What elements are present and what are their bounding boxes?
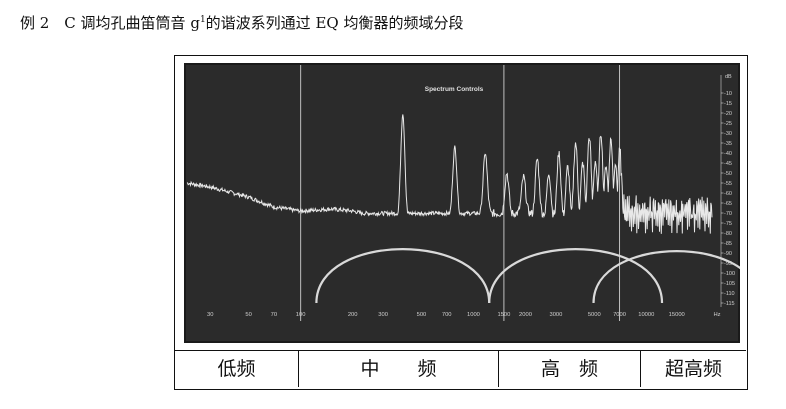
- y-tick-label--105: -105: [724, 281, 735, 287]
- spectrum-figure: 30 50 70 100 200 300 500 700 1000 1500 2000 3000 500…: [174, 55, 748, 390]
- band-label-ultra-high: 超高频: [640, 351, 746, 387]
- band-label-high: 高 频: [498, 351, 640, 387]
- y-tick-label--60: -60: [724, 191, 732, 197]
- x-tick-label-700: 700: [442, 312, 452, 318]
- x-tick-label-100: 100: [296, 312, 306, 318]
- x-tick-label-1000: 1000: [467, 312, 480, 318]
- y-tick-label--50: -50: [724, 171, 732, 177]
- x-tick-label-2000: 2000: [519, 312, 532, 318]
- y-tick-label--30: -30: [724, 131, 732, 137]
- y-tick-label--20: -20: [724, 111, 732, 117]
- eq-curve-1: [488, 248, 664, 304]
- caption-superscript: 1: [199, 15, 206, 25]
- eq-curve-0: [315, 248, 491, 304]
- y-tick-label--15: -15: [724, 101, 732, 107]
- x-tick-label-3000: 3000: [549, 312, 562, 318]
- y-tick-label--80: -80: [724, 231, 732, 237]
- x-tick-label-15000: 15000: [669, 312, 685, 318]
- y-tick-label--40: -40: [724, 151, 732, 157]
- y-tick-label--10: -10: [724, 91, 732, 97]
- spectrum-trace: [186, 114, 713, 234]
- x-tick-label-30: 30: [207, 312, 213, 318]
- x-axis-unit-label: Hz: [713, 312, 720, 318]
- band-label-row: 低频 中 频 高 频 超高频: [175, 350, 746, 388]
- x-tick-label-300: 300: [378, 312, 388, 318]
- spectrum-chart: 30 50 70 100 200 300 500 700 1000 1500 2000 3000 500…: [184, 63, 740, 343]
- y-tick-label--95: -95: [724, 261, 732, 267]
- y-tick-label--75: -75: [724, 221, 732, 227]
- y-tick-label--70: -70: [724, 211, 732, 217]
- chart-title: Spectrum Controls: [425, 86, 484, 93]
- y-tick-label--85: -85: [724, 241, 732, 247]
- x-tick-label-10000: 10000: [638, 312, 654, 318]
- y-tick-label--45: -45: [724, 161, 732, 167]
- caption-suffix: 的谐波系列通过 EQ 均衡器的频域分段: [205, 14, 464, 32]
- figure-caption: 例 2 C 调均孔曲笛筒音 g1的谐波系列通过 EQ 均衡器的频域分段: [20, 12, 463, 33]
- band-label-low: 低频: [217, 358, 256, 380]
- y-tick-label--25: -25: [724, 121, 732, 127]
- eq-curve-2: [592, 250, 740, 304]
- x-tick-label-5000: 5000: [588, 312, 601, 318]
- x-tick-label-7000: 7000: [613, 312, 626, 318]
- x-tick-label-500: 500: [417, 312, 427, 318]
- y-tick-label--55: -55: [724, 181, 732, 187]
- y-tick-label--35: -35: [724, 141, 732, 147]
- caption-prefix: 例 2 C 调均孔曲笛筒音 g: [20, 14, 200, 32]
- chart-background: [186, 65, 738, 341]
- y-tick-label--100: -100: [724, 271, 735, 277]
- x-tick-label-50: 50: [245, 312, 251, 318]
- y-tick-label--110: -110: [724, 291, 735, 297]
- y-tick-label--65: -65: [724, 201, 732, 207]
- y-axis-unit-label: dB: [725, 74, 732, 80]
- x-tick-label-200: 200: [348, 312, 358, 318]
- x-tick-label-1500: 1500: [497, 312, 510, 318]
- x-tick-label-70: 70: [271, 312, 277, 318]
- y-tick-label--115: -115: [724, 301, 735, 307]
- band-label-mid: 中 频: [298, 351, 498, 387]
- y-tick-label--90: -90: [724, 251, 732, 257]
